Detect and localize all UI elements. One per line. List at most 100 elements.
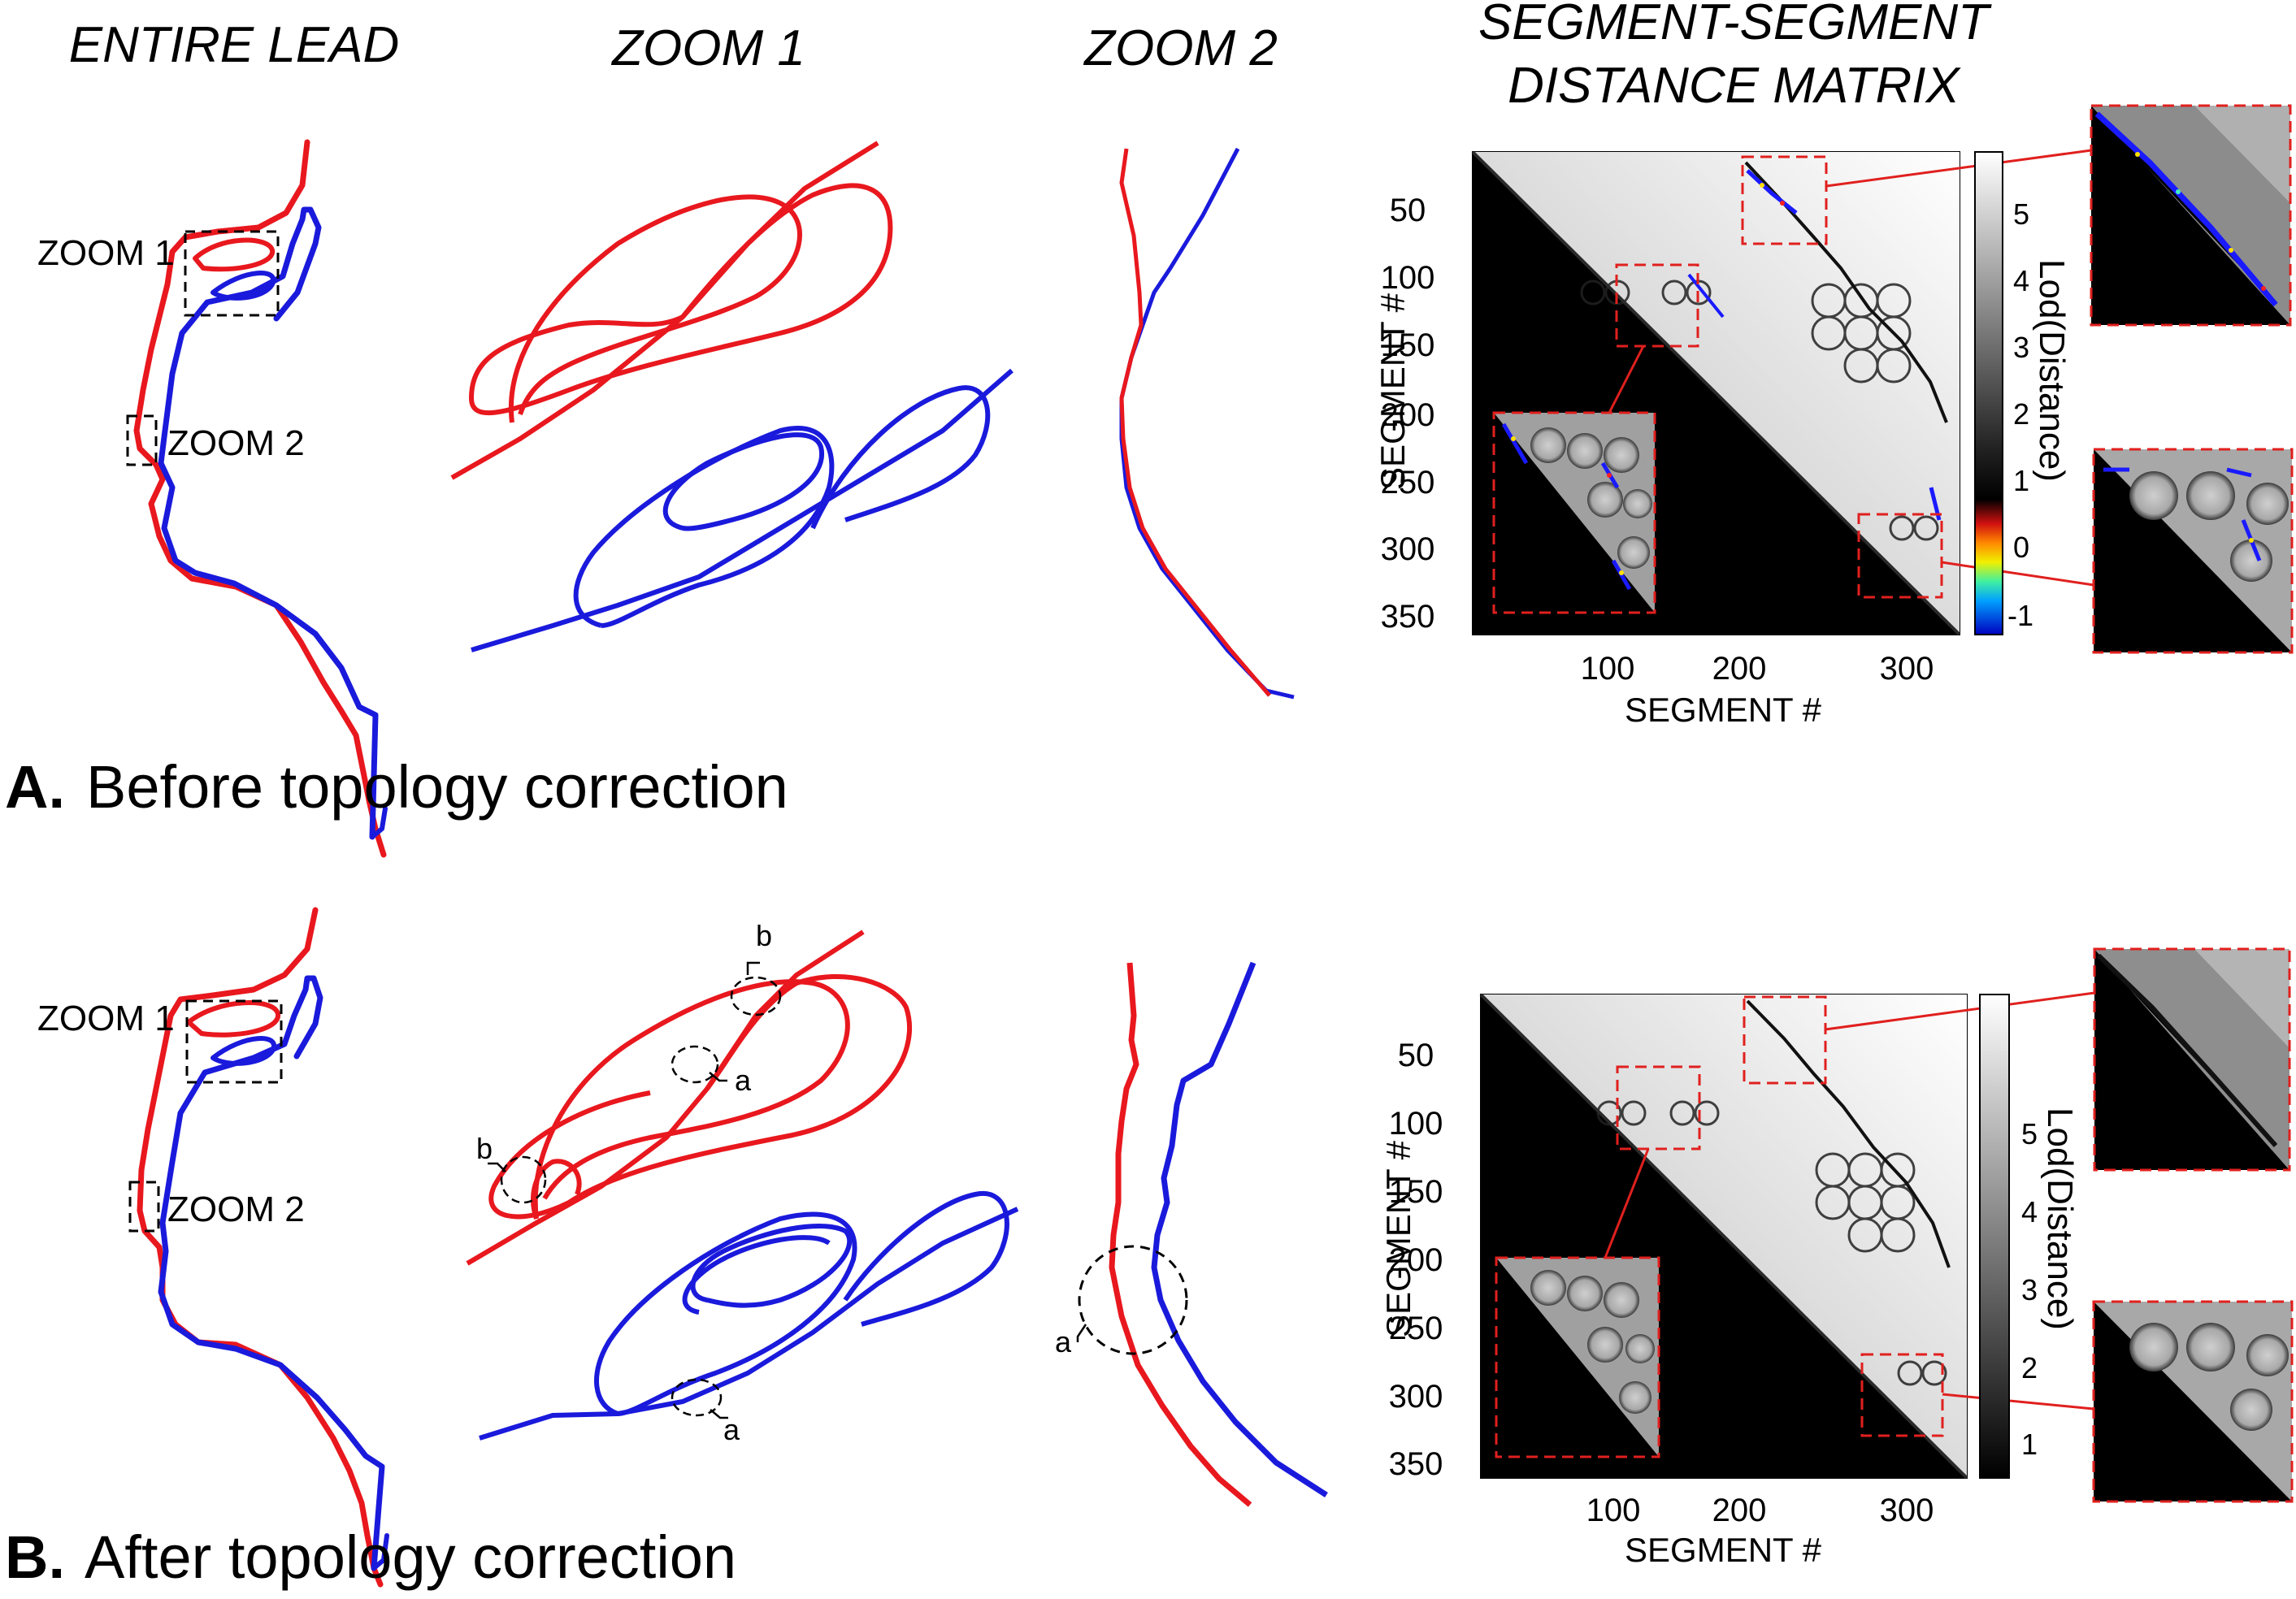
matrix-xtick: 300 (1880, 651, 1934, 687)
colorbar-b (1979, 994, 2010, 1479)
matrix-ytick: 150 (1381, 327, 1435, 363)
zoom1-red-loop-inner (532, 979, 850, 1220)
matrix-xtick: 200 (1712, 1493, 1767, 1528)
annotation-label: a (1055, 1325, 1072, 1358)
header-matrix-line1: SEGMENT-SEGMENT (1478, 0, 1992, 50)
zoom2-red-curve (1109, 962, 1252, 1507)
colorbar-tick: 3 (2013, 331, 2029, 364)
header-matrix-line2: DISTANCE MATRIX (1508, 58, 1961, 114)
header-zoom-2: ZOOM 2 (1083, 20, 1278, 76)
lead-blue-loop (211, 271, 276, 301)
matrix-xtick: 100 (1581, 651, 1635, 687)
zoom1-blue-loop-inner (662, 432, 825, 531)
matrix-inset-upper-right (2093, 947, 2291, 1172)
matrix-ytick: 100 (1389, 1106, 1443, 1142)
lead-red-path (137, 907, 384, 1588)
matrix-a: 50 100 150 200 250 300 350 100 200 300 S… (1374, 104, 2294, 729)
lead-blue-path (158, 975, 385, 1571)
matrix-inset-lower-left (1492, 411, 1656, 614)
matrix-xtick: 200 (1712, 651, 1767, 687)
colorbar-tick: 1 (2021, 1428, 2038, 1461)
zoom1-label-a: ZOOM 1 (37, 233, 175, 273)
matrix-ytick: 300 (1381, 531, 1435, 567)
matrix-ytick: 50 (1398, 1038, 1434, 1073)
zoom1-b (466, 930, 1019, 1441)
annotation-label: b (476, 1132, 493, 1165)
colorbar-tick: 3 (2021, 1273, 2038, 1306)
panel-letter-a: A. (5, 753, 65, 821)
matrix-xlabel: SEGMENT # (1625, 691, 1822, 729)
matrix-region-box (1857, 513, 1943, 599)
panel-caption-b: After topology correction (85, 1523, 736, 1591)
panel-a: ZOOM 1 ZOOM 2 (5, 104, 2294, 858)
matrix-connector-line (1608, 345, 1645, 414)
matrix-region-box (1741, 155, 1828, 245)
zoom1-blue-loop-outer (594, 1211, 857, 1416)
matrix-ylabel: SEGMENT # (1379, 1140, 1417, 1337)
matrix-inset-upper-right (2090, 104, 2292, 327)
header-entire-lead: ENTIRE LEAD (69, 17, 400, 73)
zoom2-annotation-bracket (1076, 1324, 1087, 1342)
matrix-blob-pattern (1596, 1100, 1947, 1386)
matrix-region-box (1616, 1065, 1701, 1150)
matrix-ytick: 200 (1389, 1242, 1443, 1278)
zoom1-annotations-b (500, 976, 782, 1417)
zoom2-a (1119, 147, 1295, 700)
colorbar-tick: 2 (2021, 1351, 2038, 1384)
zoom2-box-a (126, 414, 158, 466)
matrix-ytick: 200 (1381, 397, 1435, 433)
matrix-offdiag-curve (1746, 999, 1951, 1268)
zoom1-blue-loop-inner (690, 1224, 853, 1308)
colorbar-tick: 4 (2021, 1195, 2038, 1228)
matrix-xtick: 100 (1586, 1493, 1641, 1528)
matrix-ytick: 350 (1389, 1446, 1443, 1482)
colorbar-label: Lod(Distance) (2032, 259, 2072, 482)
matrix-ytick: 350 (1381, 599, 1435, 635)
matrix-b: 50 100 150 200 250 300 350 100 200 300 S… (1379, 947, 2294, 1569)
colorbar-tick: 4 (2013, 264, 2029, 297)
matrix-inset-lower-right (2092, 448, 2294, 654)
entire-lead-a (133, 139, 388, 858)
panel-b: ZOOM 1 ZOOM 2 b a b (5, 907, 2294, 1591)
colorbar-tick: 5 (2021, 1117, 2038, 1150)
lead-red-path (133, 139, 387, 858)
panel-caption-a: Before topology correction (86, 753, 788, 821)
zoom1-blue-loop-inner2 (682, 1235, 831, 1315)
colorbar-a (1974, 151, 2003, 635)
lead-blue-tail (371, 1533, 389, 1571)
colorbar-tick: -1 (2007, 599, 2033, 632)
zoom2-annotation-circle (1078, 1245, 1188, 1355)
matrix-color-dot (1760, 183, 1764, 188)
zoom1-blue-loop-right (843, 1190, 1009, 1327)
lead-blue-loop (211, 1036, 277, 1066)
matrix-ytick: 50 (1390, 193, 1426, 228)
lead-blue-tail (370, 806, 388, 839)
zoom1-red-loop-inner (508, 194, 802, 423)
matrix-diagonal-band (1471, 150, 1961, 636)
matrix-inset-lower-left (1495, 1256, 1660, 1458)
zoom2-red-curve (1119, 148, 1271, 697)
zoom1-blue-loop-right (810, 385, 991, 530)
header-zoom-1: ZOOM 1 (610, 20, 805, 76)
zoom1-red-loop-outer (469, 183, 893, 416)
zoom1-blue-strand (471, 368, 1013, 652)
matrix-ytick: 100 (1381, 260, 1435, 296)
matrix-ylabel: SEGMENT # (1374, 292, 1412, 490)
matrix-ytick: 150 (1389, 1174, 1443, 1210)
colorbar-label: Lod(Distance) (2040, 1107, 2080, 1330)
zoom1-box-a (184, 230, 280, 317)
matrix-xtick: 300 (1880, 1493, 1934, 1528)
colorbar-tick: 1 (2013, 464, 2029, 497)
zoom2-blue-curve (1151, 961, 1328, 1497)
matrix-ytick: 250 (1381, 465, 1435, 500)
matrix-connector-line (1825, 149, 2092, 188)
annotation-label: a (723, 1413, 740, 1446)
matrix-region-box (1743, 995, 1827, 1085)
zoom1-a (450, 141, 1013, 652)
zoom2-blue-curve (1119, 147, 1295, 700)
matrix-ytick: 300 (1389, 1379, 1443, 1415)
zoom2-label-a: ZOOM 2 (167, 423, 305, 463)
matrix-connector-line (1825, 991, 2095, 1031)
matrix-connector-line (1604, 1148, 1650, 1259)
